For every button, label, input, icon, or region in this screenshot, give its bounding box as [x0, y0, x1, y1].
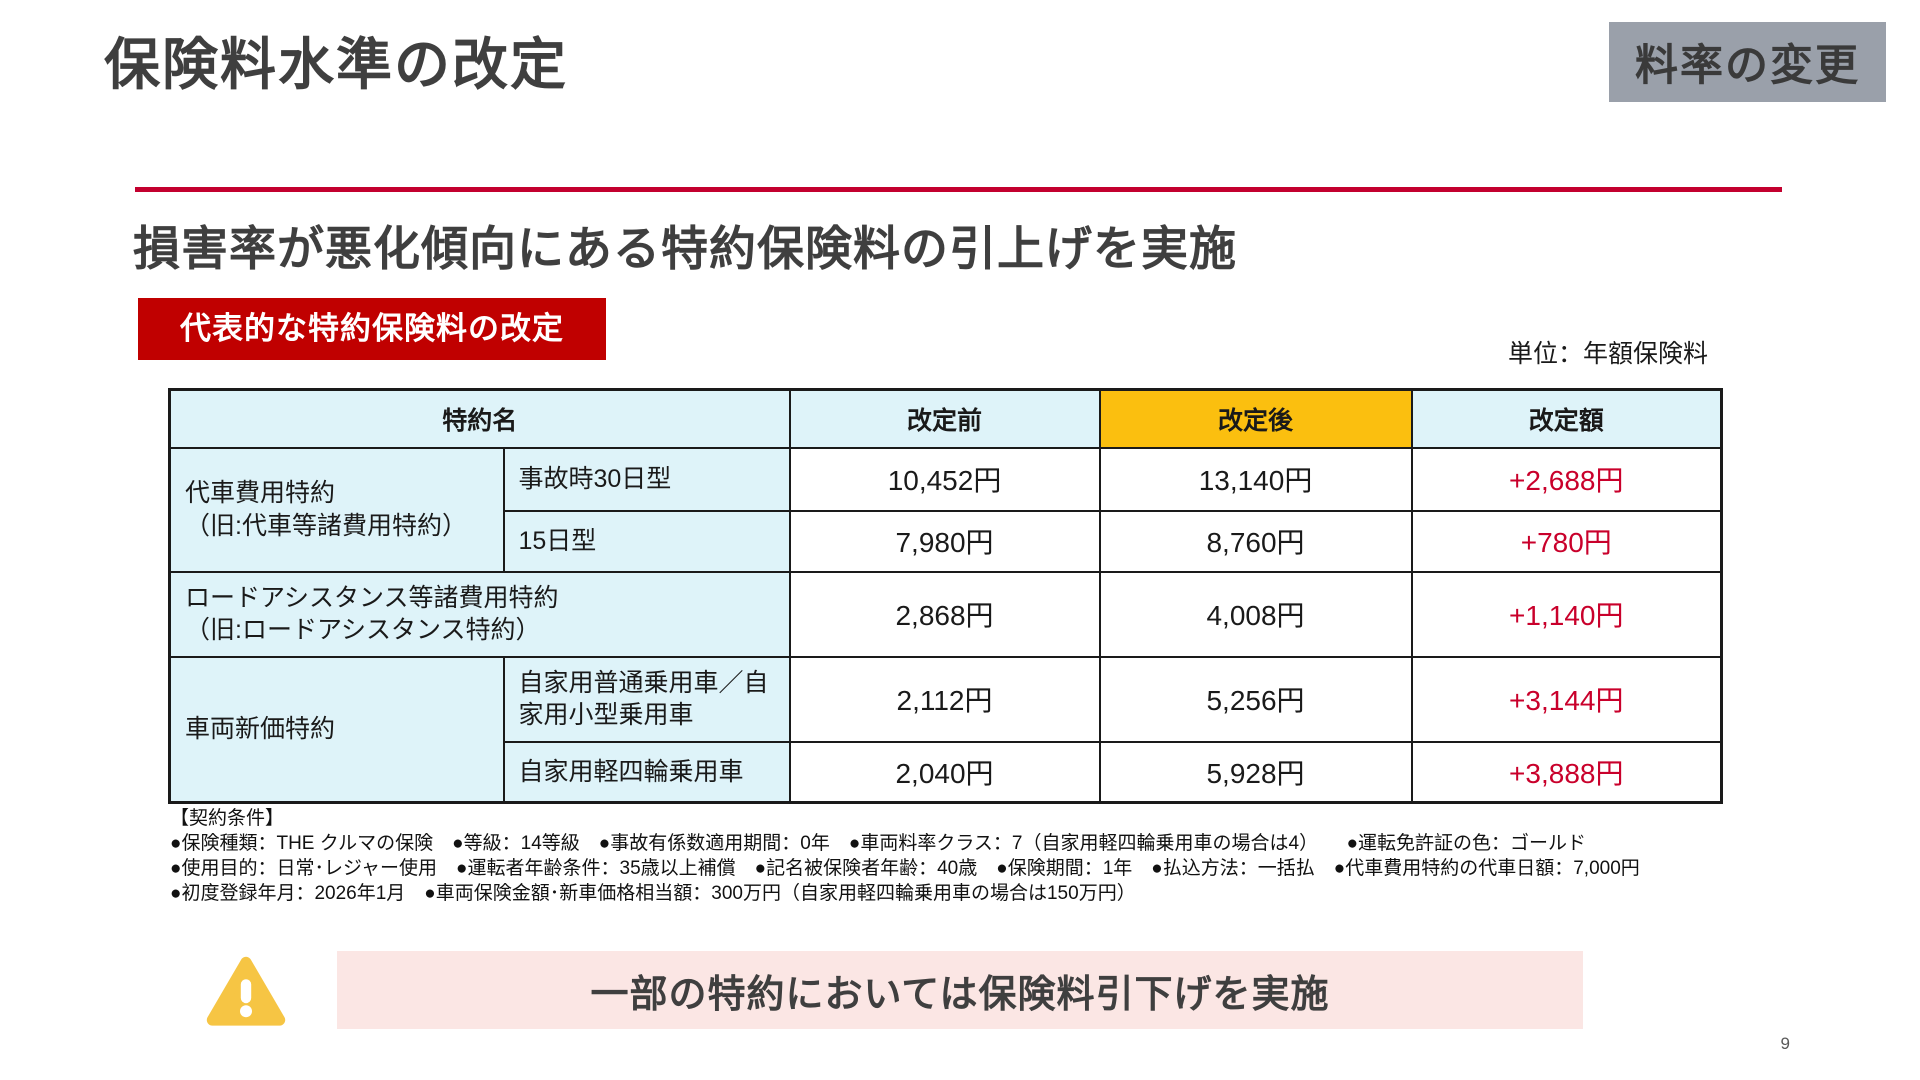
condition-line: ●保険種類：THE クルマの保険 ●等級：14等級 ●事故有係数適用期間：0年 …: [170, 833, 1587, 854]
header-after: 改定後: [1098, 388, 1413, 449]
page-title: 保険料水準の改定: [104, 33, 568, 96]
header-delta: 改定額: [1410, 388, 1723, 449]
value-after: 5,256円: [1098, 655, 1413, 743]
table-header-row: 特約名 改定前 改定後 改定額: [168, 388, 1723, 449]
value-before: 2,040円: [788, 740, 1101, 804]
value-before: 10,452円: [788, 446, 1101, 512]
conditions-heading: 【契約条件】: [170, 808, 285, 829]
value-delta: +3,144円: [1410, 655, 1723, 743]
value-after: 5,928円: [1098, 740, 1413, 804]
rider-sub-label: 自家用普通乗用車／自家用小型乗用車: [502, 655, 791, 743]
value-after: 4,008円: [1098, 570, 1413, 658]
value-delta: +1,140円: [1410, 570, 1723, 658]
table-row: 15日型 7,980円 8,760円 +780円: [170, 509, 1723, 573]
rider-sub-label: 事故時30日型: [502, 446, 791, 512]
subtitle: 損害率が悪化傾向にある特約保険料の引上げを実施: [133, 222, 1237, 275]
table-row: 車両新価特約 自家用普通乗用車／自家用小型乗用車 2,112円 5,256円 +…: [168, 655, 1723, 804]
condition-line: ●初度登録年月：2026年1月 ●車両保険金額･新車価格相当額：300万円（自家…: [170, 883, 1136, 904]
value-before: 2,868円: [788, 570, 1101, 658]
value-delta: +780円: [1410, 509, 1723, 573]
rate-change-badge: 料率の変更: [1609, 22, 1886, 102]
table-row: 自家用軽四輪乗用車 2,040円 5,928円 +3,888円: [170, 740, 1723, 804]
header-before: 改定前: [788, 388, 1101, 449]
premium-table: 特約名 改定前 改定後 改定額 代車費用特約 （旧:代車等諸費用特約） 事故時3…: [168, 388, 1724, 804]
rider-group-label: 代車費用特約 （旧:代車等諸費用特約）: [168, 446, 505, 573]
value-after: 8,760円: [1098, 509, 1413, 573]
condition-line: ●使用目的：日常･レジャー使用 ●運転者年齢条件：35歳以上補償 ●記名被保険者…: [170, 858, 1640, 879]
table-row: ロードアシスタンス等諸費用特約 （旧:ロードアシスタンス特約） 2,868円 4…: [168, 570, 1723, 658]
notice-text: 一部の特約においては保険料引下げを実施: [590, 973, 1330, 1016]
header-rider-name: 特約名: [168, 388, 791, 449]
title-divider: [135, 187, 1782, 192]
unit-note: 単位：年額保険料: [1507, 340, 1708, 368]
notice-banner: 一部の特約においては保険料引下げを実施: [337, 951, 1583, 1029]
value-delta: +3,888円: [1410, 740, 1723, 804]
value-after: 13,140円: [1098, 446, 1413, 512]
value-before: 2,112円: [788, 655, 1101, 743]
page-number: 9: [1780, 1034, 1790, 1053]
contract-conditions: 【契約条件】 ●保険種類：THE クルマの保険 ●等級：14等級 ●事故有係数適…: [170, 806, 1640, 906]
table-row: 代車費用特約 （旧:代車等諸費用特約） 事故時30日型 10,452円 13,1…: [168, 446, 1723, 573]
section-label: 代表的な特約保険料の改定: [138, 298, 606, 360]
rider-sub-label: 自家用軽四輪乗用車: [502, 740, 791, 804]
value-before: 7,980円: [788, 509, 1101, 573]
rider-sub-label: 15日型: [502, 509, 791, 573]
rider-group-label: 車両新価特約: [168, 655, 505, 804]
value-delta: +2,688円: [1410, 446, 1723, 512]
rider-group-label: ロードアシスタンス等諸費用特約 （旧:ロードアシスタンス特約）: [168, 570, 791, 658]
warning-triangle-icon: [206, 956, 286, 1028]
